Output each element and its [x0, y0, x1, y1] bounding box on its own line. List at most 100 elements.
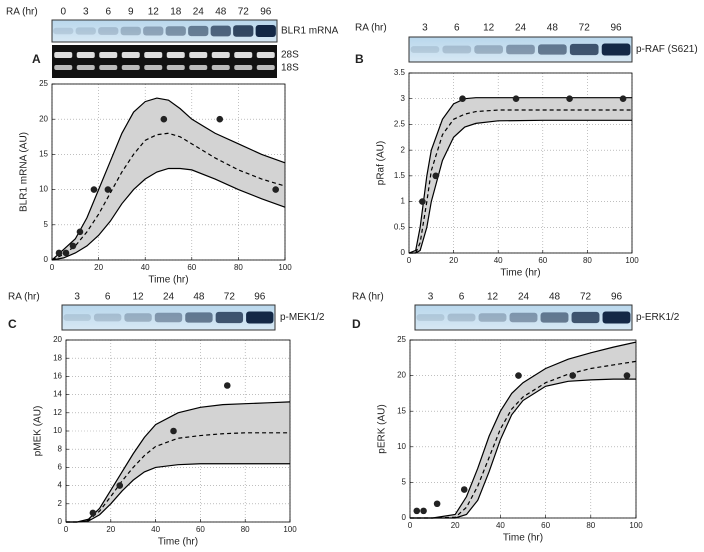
y-tick-label: 25	[39, 79, 48, 88]
x-tick-label: 0	[64, 525, 69, 534]
x-tick-label: 40	[141, 263, 150, 272]
blot-band	[478, 313, 507, 322]
lane-label: 48	[549, 292, 561, 303]
data-point	[619, 95, 627, 103]
median-line	[409, 109, 632, 254]
blot-band	[540, 312, 569, 323]
panel-letter: A	[32, 52, 41, 66]
x-tick-label: 100	[283, 525, 297, 534]
gel-band	[76, 65, 95, 70]
y-tick-label: 12	[53, 408, 62, 417]
y-tick-label: 1	[401, 197, 406, 206]
blot-label: p-RAF (S621)	[636, 44, 698, 55]
data-point	[116, 482, 124, 489]
blot-label: p-MEK1/2	[280, 312, 325, 323]
y-tick-label: 25	[397, 335, 406, 344]
lane-label: 6	[105, 292, 111, 303]
lane-label: 96	[260, 7, 272, 18]
x-tick-label: 0	[408, 521, 413, 530]
confidence-band	[66, 401, 290, 522]
plot-frame	[65, 339, 291, 523]
lane-label: 6	[105, 7, 111, 18]
y-tick-label: 6	[58, 463, 63, 472]
y-axis-label: BLR1 mRNA (AU)	[19, 132, 30, 212]
x-tick-label: 40	[151, 525, 160, 534]
x-tick-label: 0	[407, 256, 412, 265]
median-line	[66, 432, 290, 523]
blot-band	[442, 45, 472, 54]
blot-band	[143, 26, 164, 36]
x-tick-label: 60	[187, 263, 196, 272]
gel-band	[256, 65, 275, 70]
data-point	[170, 427, 177, 435]
data-point	[460, 486, 468, 493]
y-tick-label: 2	[58, 499, 63, 508]
gel-image	[52, 45, 277, 78]
x-tick-label: 100	[278, 263, 292, 272]
y-tick-label: 0	[58, 517, 63, 526]
lane-label: 3	[74, 292, 80, 303]
lane-label: 3	[83, 7, 89, 18]
lane-label: 6	[454, 23, 460, 34]
data-point	[69, 242, 77, 250]
x-tick-label: 20	[106, 525, 115, 534]
gel-band	[166, 65, 185, 70]
lane-label: 48	[547, 23, 559, 34]
lane-label: 96	[254, 292, 266, 303]
lane-label: 12	[133, 292, 145, 303]
blot-band	[98, 27, 119, 35]
y-tick-label: 0	[44, 255, 49, 264]
lane-label: 72	[580, 292, 592, 303]
blot-band	[63, 314, 91, 321]
lane-label: 24	[518, 292, 530, 303]
lane-label: 12	[487, 292, 499, 303]
blot-image	[51, 19, 278, 43]
y-tick-label: 10	[39, 185, 48, 194]
y-tick-label: 2.5	[394, 120, 406, 129]
lane-label: 72	[579, 23, 591, 34]
y-tick-label: 20	[53, 335, 62, 344]
gel-band	[166, 52, 185, 58]
data-point	[223, 382, 231, 389]
upper-bound-line	[51, 97, 286, 261]
data-point	[413, 507, 421, 515]
gel-band	[256, 52, 275, 58]
y-tick-label: 3	[401, 94, 406, 103]
lower-bound-line	[409, 119, 632, 254]
blot-band	[602, 311, 631, 324]
gel-band	[144, 52, 163, 58]
x-tick-label: 20	[449, 256, 458, 265]
blot-band	[569, 43, 599, 56]
blot-band	[210, 25, 231, 37]
gel-band	[234, 52, 253, 58]
data-point	[432, 172, 440, 180]
lane-label: 72	[224, 292, 236, 303]
y-tick-label: 10	[397, 442, 406, 451]
blot-band	[75, 27, 96, 35]
blot-band	[509, 312, 538, 323]
gel-band	[144, 65, 163, 70]
lane-label: 3	[428, 292, 434, 303]
plot-frame	[409, 339, 637, 519]
y-tick-label: 0.5	[394, 222, 406, 231]
gel-band	[189, 65, 208, 70]
data-point	[216, 115, 224, 123]
blot-header: RA (hr)	[352, 292, 384, 303]
x-tick-label: 40	[496, 521, 505, 530]
blot-band	[165, 26, 186, 36]
lane-label: 12	[148, 7, 160, 18]
confidence-band	[410, 342, 636, 518]
lane-label: 48	[193, 292, 205, 303]
blot-header: RA (hr)	[355, 23, 387, 34]
data-point	[515, 372, 522, 379]
x-tick-label: 20	[94, 263, 103, 272]
y-tick-label: 0	[402, 513, 407, 522]
confidence-band	[409, 97, 632, 253]
x-tick-label: 60	[196, 525, 205, 534]
lane-label: 24	[193, 7, 205, 18]
gel-band	[121, 65, 140, 70]
x-tick-label: 100	[625, 256, 639, 265]
blot-band	[255, 25, 276, 37]
blot-header: RA (hr)	[6, 7, 38, 18]
